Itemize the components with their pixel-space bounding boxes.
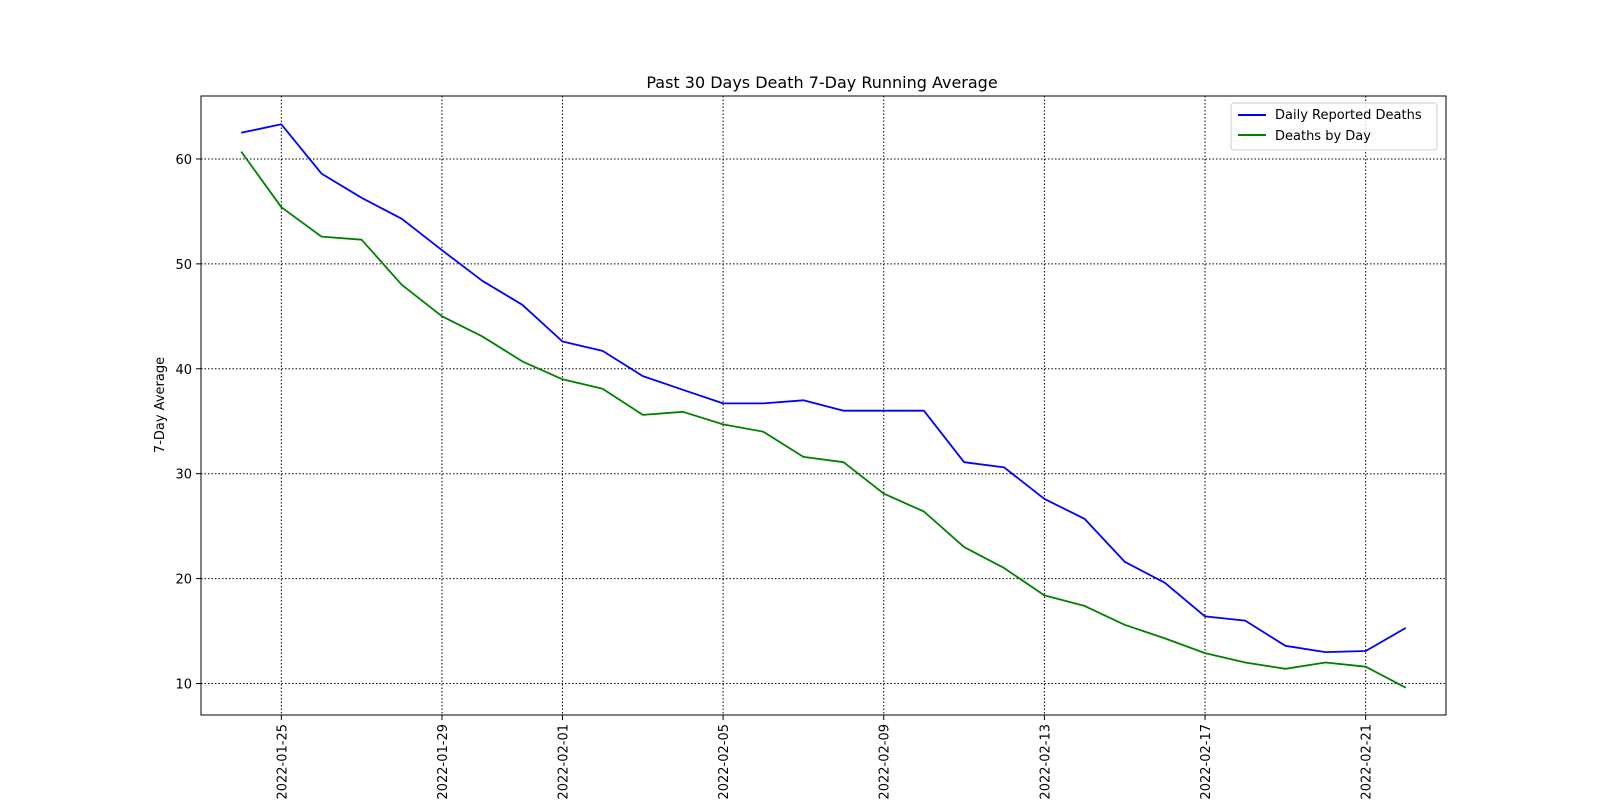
x-tick-label: 2022-02-01 <box>556 724 571 800</box>
series-lines <box>240 123 1407 689</box>
y-tick-label: 30 <box>175 468 192 483</box>
x-tick-label: 2022-02-17 <box>1199 724 1214 800</box>
x-tick-label: 2022-02-21 <box>1360 724 1375 800</box>
y-tick-label: 20 <box>175 573 192 588</box>
series-line-deaths-by-day <box>240 151 1407 689</box>
legend-label-deaths-by-day: Deaths by Day <box>1275 129 1371 144</box>
legend-label-daily-reported: Daily Reported Deaths <box>1275 108 1422 123</box>
y-tick-label: 10 <box>175 678 192 693</box>
chart-title: Past 30 Days Death 7-Day Running Average <box>646 73 997 92</box>
x-tick-label: 2022-02-05 <box>717 724 732 800</box>
x-tick-label: 2022-01-29 <box>436 724 451 800</box>
series-line-daily-reported-deaths <box>241 123 1407 653</box>
x-tick-label: 2022-01-25 <box>275 724 290 800</box>
y-axis-label: 7-Day Average <box>153 357 168 453</box>
y-tick-label: 40 <box>175 363 192 378</box>
legend: Daily Reported Deaths Deaths by Day <box>1230 102 1438 151</box>
grid-lines <box>201 96 1446 715</box>
x-axis: 2022-01-25 2022-01-29 2022-02-01 2022-02-05… <box>275 715 1375 800</box>
y-axis: 10 20 30 40 50 60 <box>175 153 201 693</box>
y-tick-label: 50 <box>175 258 192 273</box>
y-tick-label: 60 <box>175 153 192 168</box>
plot-frame <box>200 95 1447 716</box>
legend-box <box>1230 102 1438 151</box>
x-tick-label: 2022-02-09 <box>878 724 893 800</box>
x-tick-label: 2022-02-13 <box>1038 724 1053 800</box>
